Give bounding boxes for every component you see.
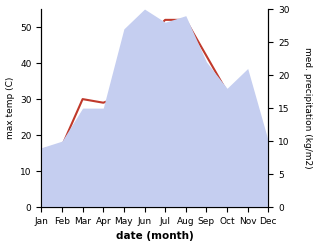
Y-axis label: max temp (C): max temp (C)	[5, 77, 15, 139]
Y-axis label: med. precipitation (kg/m2): med. precipitation (kg/m2)	[303, 47, 313, 169]
X-axis label: date (month): date (month)	[116, 231, 194, 242]
